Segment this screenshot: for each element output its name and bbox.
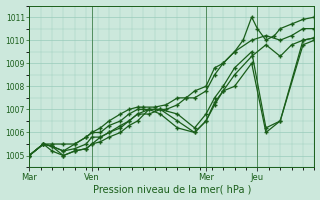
X-axis label: Pression niveau de la mer( hPa ): Pression niveau de la mer( hPa )	[92, 184, 251, 194]
